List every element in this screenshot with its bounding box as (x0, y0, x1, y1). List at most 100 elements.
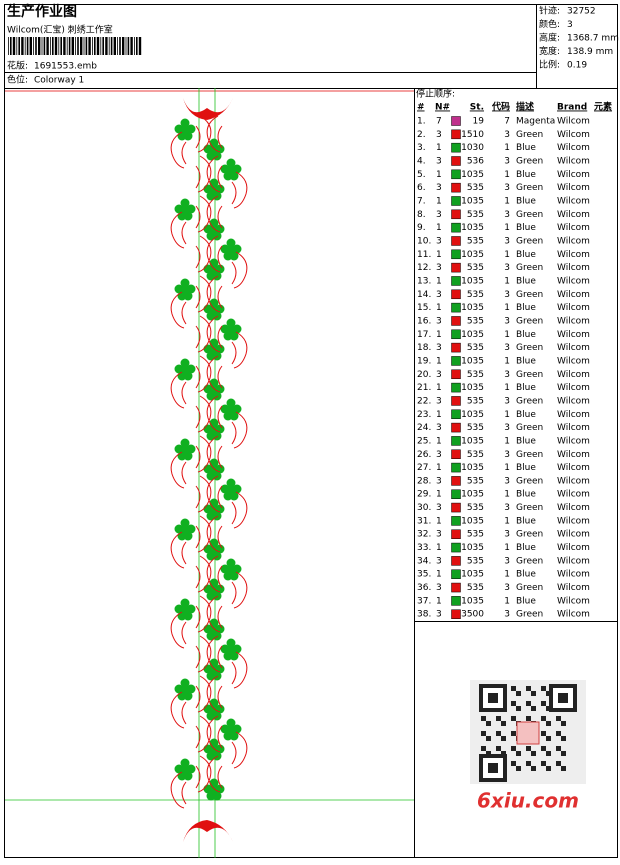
code: 3 (504, 316, 510, 326)
info-label: 颜色: (539, 18, 560, 30)
leaf (180, 445, 190, 455)
qr-cell (546, 691, 551, 696)
tendril (195, 555, 212, 593)
qr-code (470, 680, 586, 784)
tendril (206, 675, 223, 713)
brand: Wilcom (557, 117, 590, 127)
bar-stripe (58, 37, 60, 55)
brand: Wilcom (557, 170, 590, 180)
bar-stripe (16, 37, 18, 55)
leaf (209, 385, 219, 395)
tendril (231, 491, 248, 529)
leaf (180, 685, 190, 695)
bar-stripe (122, 37, 125, 55)
tendril (206, 475, 223, 513)
stitches: 1035 (461, 570, 484, 580)
leaf (180, 605, 190, 615)
brand: Wilcom (557, 530, 590, 540)
needle: 3 (436, 530, 442, 540)
tendril (195, 115, 212, 153)
description: Green (516, 263, 543, 273)
brand: Wilcom (557, 276, 590, 286)
code: 3 (504, 263, 510, 273)
brand: Wilcom (557, 463, 590, 473)
tendril (170, 291, 187, 329)
description: Blue (516, 516, 536, 526)
tendril (195, 715, 212, 753)
row-number: 36. (417, 583, 431, 593)
code: 3 (504, 396, 510, 406)
leaf (209, 585, 219, 595)
leaf (209, 785, 219, 795)
qr-cell (561, 751, 566, 756)
leaf (180, 758, 190, 768)
qr-cell (511, 686, 516, 691)
bar-stripe (105, 37, 108, 55)
brand: Wilcom (557, 543, 590, 553)
stitches: 535 (467, 556, 484, 566)
tendril (195, 195, 212, 233)
stitches: 1035 (461, 196, 484, 206)
qr-cell (561, 721, 566, 726)
row-number: 1. (417, 117, 426, 127)
code: 1 (504, 223, 510, 233)
description: Green (516, 183, 543, 193)
row-number: 25. (417, 436, 431, 446)
needle: 3 (436, 423, 442, 433)
qr-cell (556, 731, 561, 736)
leaf (180, 438, 190, 448)
qr-cell (481, 716, 486, 721)
description: Blue (516, 250, 536, 260)
outer-border (4, 4, 618, 858)
needle: 7 (436, 117, 442, 127)
stitches: 1030 (461, 143, 484, 153)
bar-stripe (119, 37, 121, 55)
swatch (451, 529, 461, 539)
description: Blue (516, 436, 536, 446)
swatch (451, 422, 461, 433)
needle: 3 (436, 396, 442, 406)
description: Green (516, 423, 543, 433)
description: Blue (516, 143, 536, 153)
description: Blue (516, 463, 536, 473)
qr-cell (496, 731, 501, 736)
row-number: 10. (417, 236, 431, 246)
brand: Wilcom (557, 290, 590, 300)
bar-stripe (75, 37, 76, 55)
brand: Wilcom (557, 196, 590, 206)
leaf (209, 225, 219, 235)
tendril (195, 235, 212, 273)
brand: Wilcom (557, 503, 590, 513)
qr-cell (516, 751, 521, 756)
swatch (451, 222, 461, 233)
description: Green (516, 556, 543, 566)
code: 1 (504, 356, 510, 366)
title: 生产作业图 (7, 3, 77, 20)
info-label: 针迹: (539, 5, 560, 17)
brand: Wilcom (557, 450, 590, 460)
code: 3 (504, 183, 510, 193)
leaf (209, 345, 219, 355)
row-number: 6. (417, 183, 426, 193)
stitches: 1035 (461, 410, 484, 420)
leaf (209, 505, 219, 515)
stitches: 1035 (461, 356, 484, 366)
qr-cell (546, 706, 551, 711)
tendril (195, 515, 212, 553)
stitches: 1035 (461, 463, 484, 473)
code: 1 (504, 196, 510, 206)
needle: 1 (436, 516, 442, 526)
tendril (231, 731, 248, 769)
qr-cell (511, 716, 516, 721)
qr-cell (501, 736, 506, 741)
qr-cell (526, 701, 531, 706)
tendril (231, 171, 248, 209)
stitches: 19 (473, 117, 485, 127)
swatch (451, 302, 461, 313)
stitches: 535 (467, 316, 484, 326)
needle: 1 (436, 303, 442, 313)
row-number: 35. (417, 570, 431, 580)
needle: 1 (436, 250, 442, 260)
swatch (451, 449, 461, 459)
info-value: 1368.7 mm (567, 34, 619, 44)
